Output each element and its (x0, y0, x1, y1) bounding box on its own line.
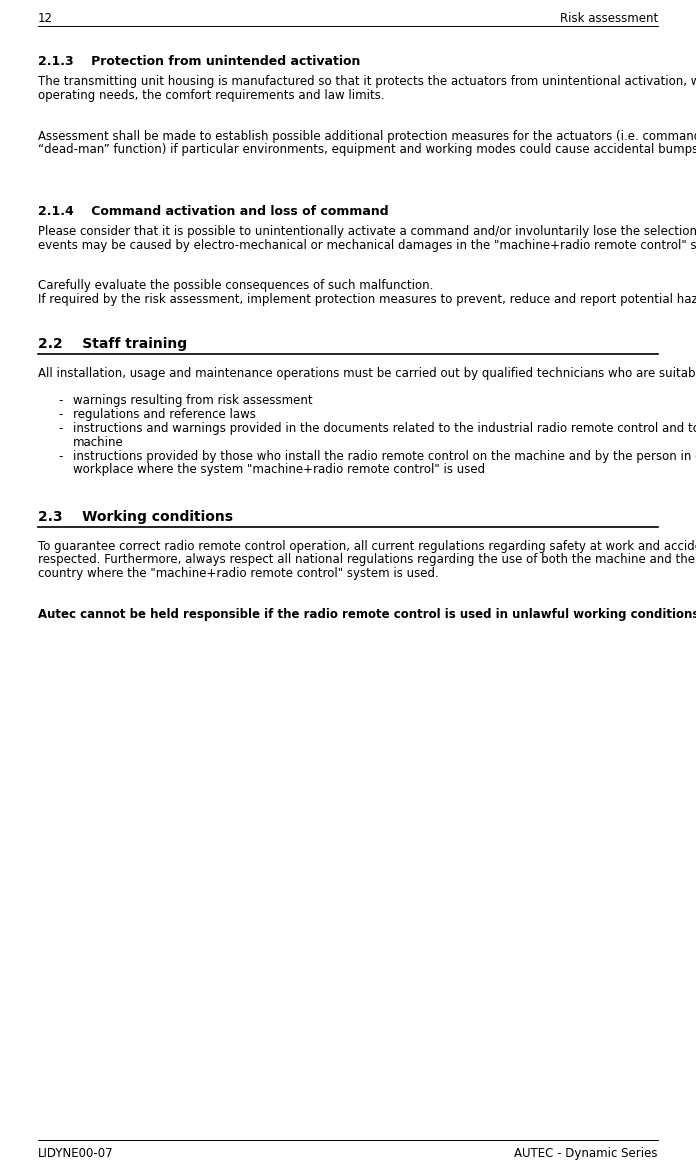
Text: All installation, usage and maintenance operations must be carried out by qualif: All installation, usage and maintenance … (38, 366, 696, 380)
Text: country where the "machine+radio remote control" system is used.: country where the "machine+radio remote … (38, 567, 438, 580)
Text: 12: 12 (38, 12, 53, 25)
Text: respected. Furthermore, always respect all national regulations regarding the us: respected. Furthermore, always respect a… (38, 553, 696, 566)
Text: instructions provided by those who install the radio remote control on the machi: instructions provided by those who insta… (73, 450, 696, 463)
Text: operating needs, the comfort requirements and law limits.: operating needs, the comfort requirement… (38, 89, 385, 102)
Text: Risk assessment: Risk assessment (560, 12, 658, 25)
Text: instructions and warnings provided in the documents related to the industrial ra: instructions and warnings provided in th… (73, 422, 696, 435)
Text: If required by the risk assessment, implement protection measures to prevent, re: If required by the risk assessment, impl… (38, 293, 696, 306)
Text: The transmitting unit housing is manufactured so that it protects the actuators : The transmitting unit housing is manufac… (38, 75, 696, 88)
Text: AUTEC - Dynamic Series: AUTEC - Dynamic Series (514, 1147, 658, 1160)
Text: machine: machine (73, 435, 124, 448)
Text: -: - (58, 422, 63, 435)
Text: -: - (58, 394, 63, 407)
Text: Please consider that it is possible to unintentionally activate a command and/or: Please consider that it is possible to u… (38, 225, 696, 238)
Text: Autec cannot be held responsible if the radio remote control is used in unlawful: Autec cannot be held responsible if the … (38, 608, 696, 621)
Text: -: - (58, 408, 63, 421)
Text: 2.2    Staff training: 2.2 Staff training (38, 337, 187, 351)
Text: 2.1.3    Protection from unintended activation: 2.1.3 Protection from unintended activat… (38, 55, 361, 68)
Text: workplace where the system "machine+radio remote control" is used: workplace where the system "machine+radi… (73, 463, 485, 476)
Text: LIDYNE00-07: LIDYNE00-07 (38, 1147, 113, 1160)
Text: events may be caused by electro-mechanical or mechanical damages in the "machine: events may be caused by electro-mechanic… (38, 238, 696, 252)
Text: warnings resulting from risk assessment: warnings resulting from risk assessment (73, 394, 313, 407)
Text: Assessment shall be made to establish possible additional protection measures fo: Assessment shall be made to establish po… (38, 130, 696, 144)
Text: 2.1.4    Command activation and loss of command: 2.1.4 Command activation and loss of com… (38, 205, 388, 218)
Text: regulations and reference laws: regulations and reference laws (73, 408, 256, 421)
Text: -: - (58, 450, 63, 463)
Text: “dead-man” function) if particular environments, equipment and working modes cou: “dead-man” function) if particular envir… (38, 144, 696, 156)
Text: To guarantee correct radio remote control operation, all current regulations reg: To guarantee correct radio remote contro… (38, 540, 696, 553)
Text: 2.3    Working conditions: 2.3 Working conditions (38, 510, 233, 524)
Text: Carefully evaluate the possible consequences of such malfunction.: Carefully evaluate the possible conseque… (38, 279, 434, 292)
